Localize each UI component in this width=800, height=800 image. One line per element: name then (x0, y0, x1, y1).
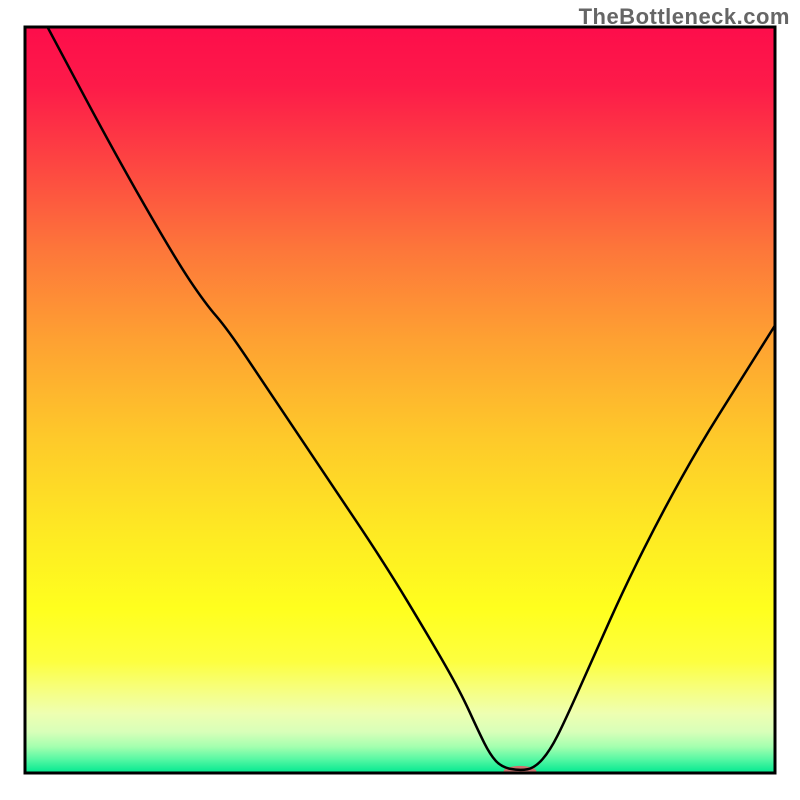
chart-container: TheBottleneck.com (0, 0, 800, 800)
gradient-background (25, 27, 775, 773)
watermark-text: TheBottleneck.com (579, 4, 790, 30)
bottleneck-chart (0, 0, 800, 800)
